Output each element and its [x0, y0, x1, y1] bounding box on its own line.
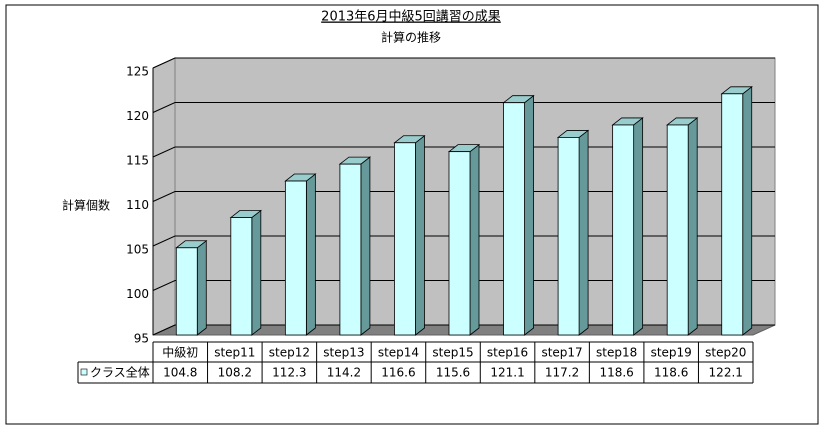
table-value: 116.6 — [381, 366, 415, 380]
bar-side — [633, 117, 644, 336]
bar-side — [305, 173, 316, 336]
table-value: 118.6 — [599, 366, 633, 380]
chart-title: 2013年6月中級5回講習の成果 — [321, 9, 501, 25]
x-tick-label: step15 — [432, 346, 473, 360]
x-tick-label: step19 — [651, 346, 692, 360]
bar — [721, 93, 744, 336]
legend-label: クラス全体 — [90, 365, 150, 380]
bar-side — [415, 134, 425, 336]
bar-side — [196, 239, 207, 336]
grid-line — [152, 57, 775, 69]
x-tick-label: step20 — [705, 346, 746, 360]
table-value: 114.2 — [327, 366, 361, 380]
bar — [284, 180, 307, 336]
bar-side — [360, 156, 371, 336]
x-tick-label: step11 — [214, 346, 255, 360]
bar-side — [742, 85, 753, 336]
table-value: 121.1 — [490, 366, 524, 380]
legend-key — [80, 368, 88, 376]
bar-side — [687, 117, 698, 336]
y-tick-label: 120 — [126, 109, 149, 123]
bar — [557, 137, 580, 336]
bar — [448, 151, 471, 336]
table-value: 118.6 — [654, 366, 688, 380]
bar — [230, 217, 253, 336]
table-value: 108.2 — [218, 366, 252, 380]
bar-side — [251, 209, 262, 336]
y-tick-label: 105 — [126, 243, 149, 257]
x-tick-label: step13 — [323, 346, 364, 360]
x-tick-label: 中級初 — [162, 345, 198, 360]
bar — [339, 163, 362, 336]
table-value: 117.2 — [545, 366, 579, 380]
bar-side — [578, 129, 589, 336]
bar — [175, 247, 198, 336]
y-tick-label: 125 — [126, 65, 149, 79]
bar — [394, 142, 416, 336]
bar-side — [469, 143, 480, 336]
y-tick-label: 100 — [126, 287, 149, 301]
y-tick-label: 95 — [134, 332, 149, 346]
table-value: 104.8 — [163, 366, 197, 380]
bar-side — [524, 94, 534, 336]
chart-subtitle: 計算の推移 — [381, 30, 441, 45]
bar — [666, 124, 689, 336]
x-tick-label: step14 — [378, 346, 419, 360]
table-value: 115.6 — [436, 366, 470, 380]
y-axis-label: 計算個数 — [62, 198, 110, 213]
table-value: 112.3 — [272, 366, 306, 380]
grid-line — [152, 102, 775, 113]
bar — [503, 102, 525, 336]
x-tick-label: step16 — [487, 346, 528, 360]
y-tick-label: 115 — [126, 154, 149, 168]
table-value: 122.1 — [709, 366, 743, 380]
bar — [612, 124, 635, 336]
x-tick-label: step18 — [596, 346, 637, 360]
x-tick-label: step12 — [269, 346, 310, 360]
x-tick-label: step17 — [541, 346, 582, 360]
y-tick-label: 110 — [126, 198, 149, 212]
